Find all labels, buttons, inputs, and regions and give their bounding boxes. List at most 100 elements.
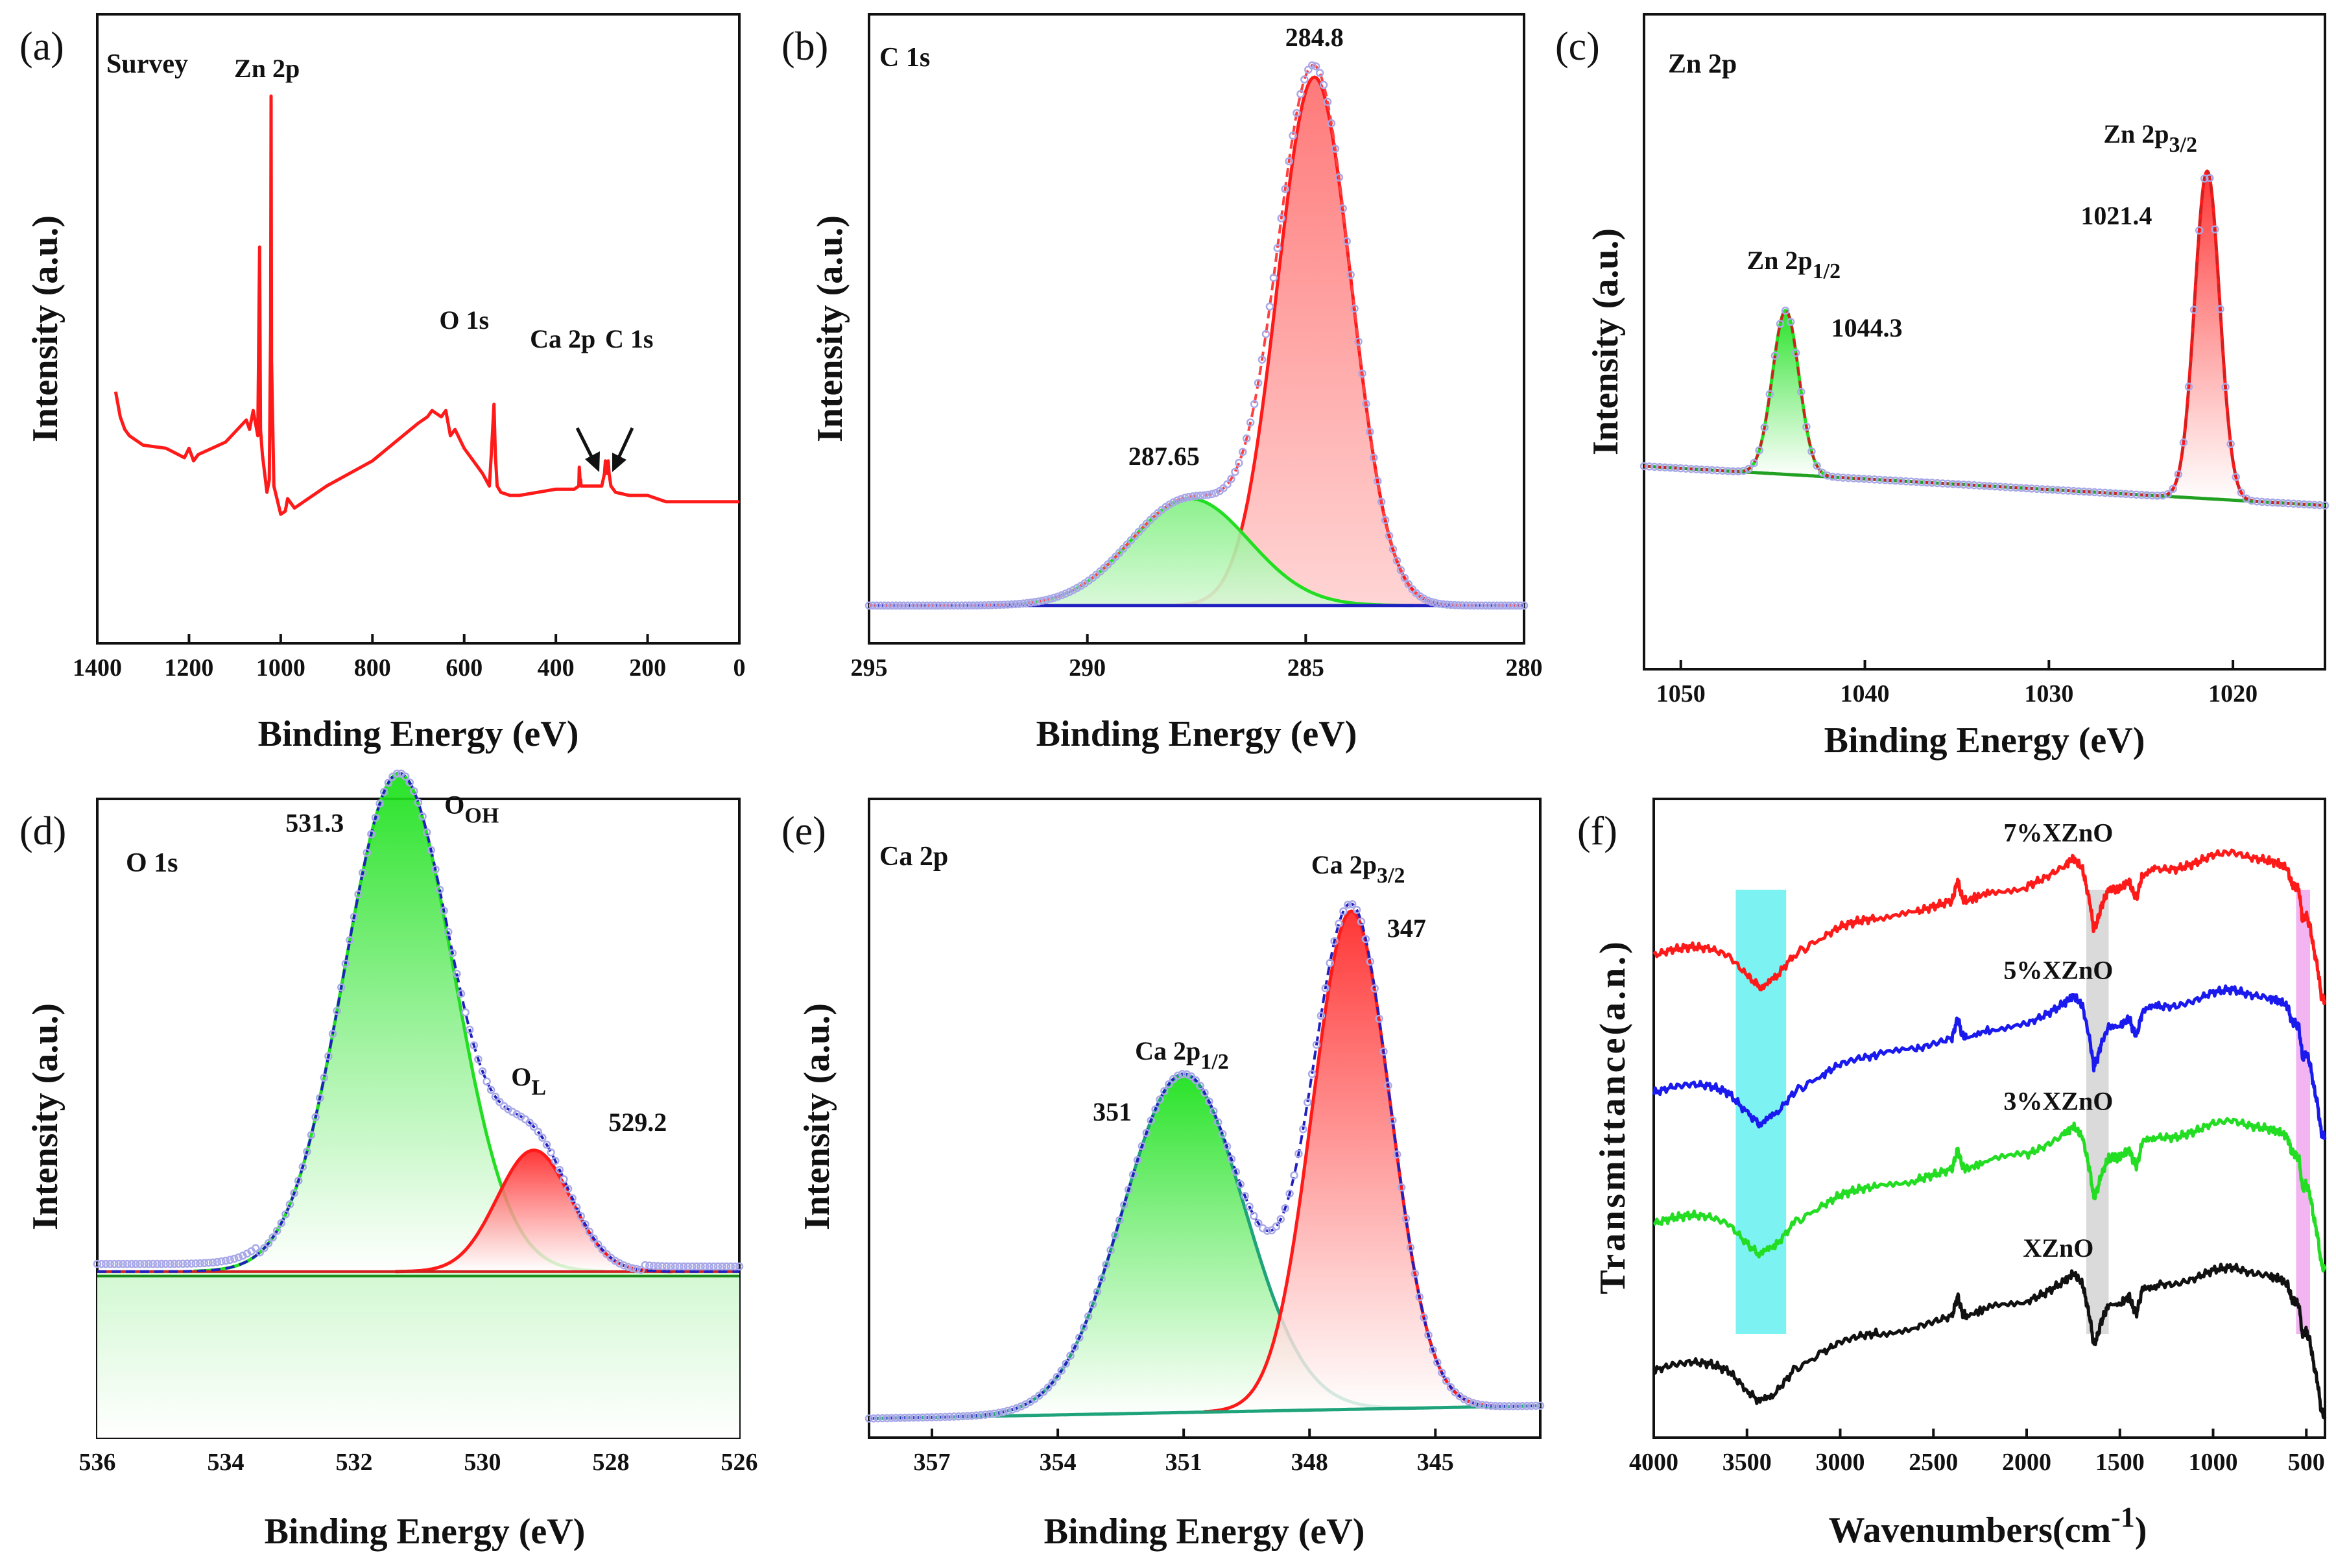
data-point: [1980, 481, 1989, 490]
data-point: [1797, 388, 1806, 396]
data-point: [1182, 1070, 1191, 1078]
x-tick-label-a: 1000: [256, 654, 305, 682]
data-point: [1223, 480, 1232, 489]
data-point: [290, 1189, 298, 1198]
data-point: [1124, 1185, 1133, 1194]
x-axis-label-e: Binding Energy (eV): [1044, 1512, 1365, 1552]
data-point: [1671, 464, 1680, 472]
peak-area-0: [955, 1074, 1412, 1417]
data-point: [2237, 488, 2246, 497]
data-point: [298, 1163, 307, 1171]
data-point: [2258, 497, 2267, 506]
data-point: [896, 1414, 905, 1422]
series-a: [113, 94, 739, 516]
series-b: [864, 61, 1529, 610]
x-tick-label-e: 348: [1291, 1449, 1328, 1476]
peak-area-1: [395, 1150, 673, 1272]
data-point: [1290, 1171, 1298, 1180]
data-point: [470, 1041, 479, 1050]
data-point: [478, 1067, 487, 1076]
data-point: [645, 1261, 654, 1270]
data-point: [2200, 174, 2209, 183]
data-point: [1865, 475, 1874, 484]
data-point: [1500, 1402, 1509, 1410]
data-point: [1276, 1215, 1285, 1224]
data-point: [2153, 492, 2162, 500]
envelope-fit: [1643, 170, 2326, 507]
data-point: [1362, 399, 1370, 408]
data-point: [1431, 599, 1440, 608]
highlight-band-1: [2086, 890, 2109, 1334]
data-point: [1111, 1231, 1119, 1240]
data-point: [2090, 488, 2099, 497]
data-point: [1781, 306, 1790, 315]
data-point: [1049, 593, 1058, 602]
data-point: [529, 1123, 538, 1131]
x-axis-label-b: Binding Energy (eV): [1036, 714, 1357, 754]
data-point: [1084, 1312, 1093, 1321]
peak-label: O 1s: [439, 305, 489, 335]
data-point: [1870, 475, 1879, 484]
data-point: [1173, 496, 1182, 505]
data-point: [1211, 488, 1220, 497]
data-point: [1927, 479, 1937, 487]
data-point: [1003, 600, 1012, 609]
data-point: [1227, 1155, 1236, 1163]
data-point: [277, 1218, 286, 1228]
data-point: [1505, 1402, 1513, 1410]
data-point: [1339, 204, 1348, 213]
data-point: [1388, 545, 1398, 554]
data-point: [1745, 464, 1753, 473]
data-point: [2252, 497, 2261, 506]
data-point: [157, 1259, 166, 1268]
data-point: [418, 812, 427, 821]
data-point: [2195, 226, 2204, 235]
data-point: [1173, 1071, 1182, 1080]
data-point: [992, 600, 1001, 610]
data-point: [1876, 475, 1884, 484]
data-point: [1676, 464, 1685, 473]
data-point: [1165, 1080, 1173, 1089]
y-axis-label-b: Intensity (a.u.): [810, 215, 850, 442]
data-point: [538, 1134, 547, 1142]
data-point: [221, 1256, 230, 1265]
data-point: [2189, 305, 2199, 314]
data-point: [363, 848, 372, 857]
data-point: [1079, 1323, 1088, 1332]
data-point: [1823, 471, 1831, 480]
data-point: [1437, 1368, 1446, 1377]
data-point: [1205, 1097, 1213, 1106]
data-point: [1180, 493, 1189, 502]
y-axis-label-c: Intensity (a.u.): [1586, 228, 1626, 455]
data-point: [1299, 1125, 1307, 1134]
x-tick-label-b: 280: [1506, 654, 1543, 682]
data-point: [1200, 1088, 1209, 1097]
data-point: [281, 1210, 290, 1218]
data-point: [294, 1176, 303, 1185]
data-point: [251, 1244, 260, 1253]
peak-value-label: 1044.3: [1831, 313, 1903, 342]
data-point: [692, 1262, 701, 1271]
data-point: [337, 983, 346, 992]
data-point: [1319, 80, 1328, 89]
data-point: [1317, 1012, 1326, 1020]
x-tick-label-a: 600: [446, 654, 483, 682]
data-point: [2179, 438, 2188, 447]
series-label: XZnO: [2023, 1233, 2093, 1263]
data-point: [675, 1262, 684, 1271]
data-point: [1281, 185, 1289, 193]
data-point: [525, 1119, 534, 1127]
data-point: [1008, 1405, 1017, 1414]
data-point: [239, 1252, 247, 1260]
data-point: [213, 1257, 222, 1266]
data-point: [1854, 474, 1863, 483]
data-point: [1293, 108, 1301, 117]
data-point: [1427, 597, 1436, 606]
data-point: [2101, 488, 2110, 497]
data-point: [936, 1412, 945, 1421]
data-point: [1639, 462, 1649, 471]
data-point: [2001, 482, 2010, 492]
data-point: [1169, 498, 1178, 506]
data-point: [1344, 900, 1352, 909]
peak-name-label: Ca 2p1/2: [1135, 1036, 1229, 1074]
